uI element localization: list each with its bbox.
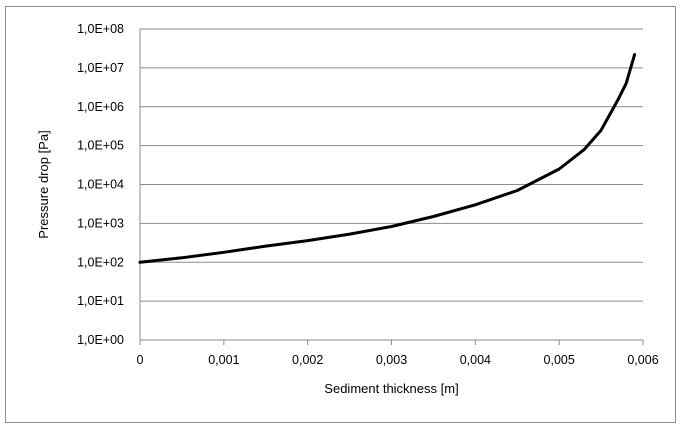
x-tick-label: 0,004: [460, 353, 491, 367]
y-tick-label: 1,0E+04: [77, 178, 124, 192]
x-tick-label: 0,005: [544, 353, 575, 367]
series-line: [138, 53, 637, 264]
y-tick-labels: 1,0E+00 1,0E+01 1,0E+02 1,0E+03 1,0E+04 1,0E+…: [77, 22, 124, 347]
x-tick-labels: 0 0,001 0,002 0,003 0,004 0,005 0,006: [137, 353, 659, 367]
y-tick-label: 1,0E+01: [77, 294, 124, 308]
chart-frame: [5, 6, 676, 423]
y-tick-label: 1,0E+08: [77, 22, 124, 36]
x-tick-label: 0,002: [292, 353, 323, 367]
y-tick-label: 1,0E+00: [77, 333, 124, 347]
y-tick-label: 1,0E+06: [77, 100, 124, 114]
y-tick-label: 1,0E+03: [77, 216, 124, 230]
y-tick-label: 1,0E+02: [77, 255, 124, 269]
x-tick-label: 0: [137, 353, 144, 367]
x-tick-label: 0,001: [208, 353, 239, 367]
axes: [139, 29, 644, 345]
grid-lines: [140, 28, 643, 302]
y-tick-label: 1,0E+07: [77, 61, 124, 75]
y-axis-title: Pressure drop [Pa]: [36, 130, 51, 238]
x-tick-label: 0,006: [627, 353, 658, 367]
x-axis-title: Sediment thickness [m]: [324, 381, 458, 396]
x-tick-label: 0,003: [376, 353, 407, 367]
y-tick-label: 1,0E+05: [77, 139, 124, 153]
